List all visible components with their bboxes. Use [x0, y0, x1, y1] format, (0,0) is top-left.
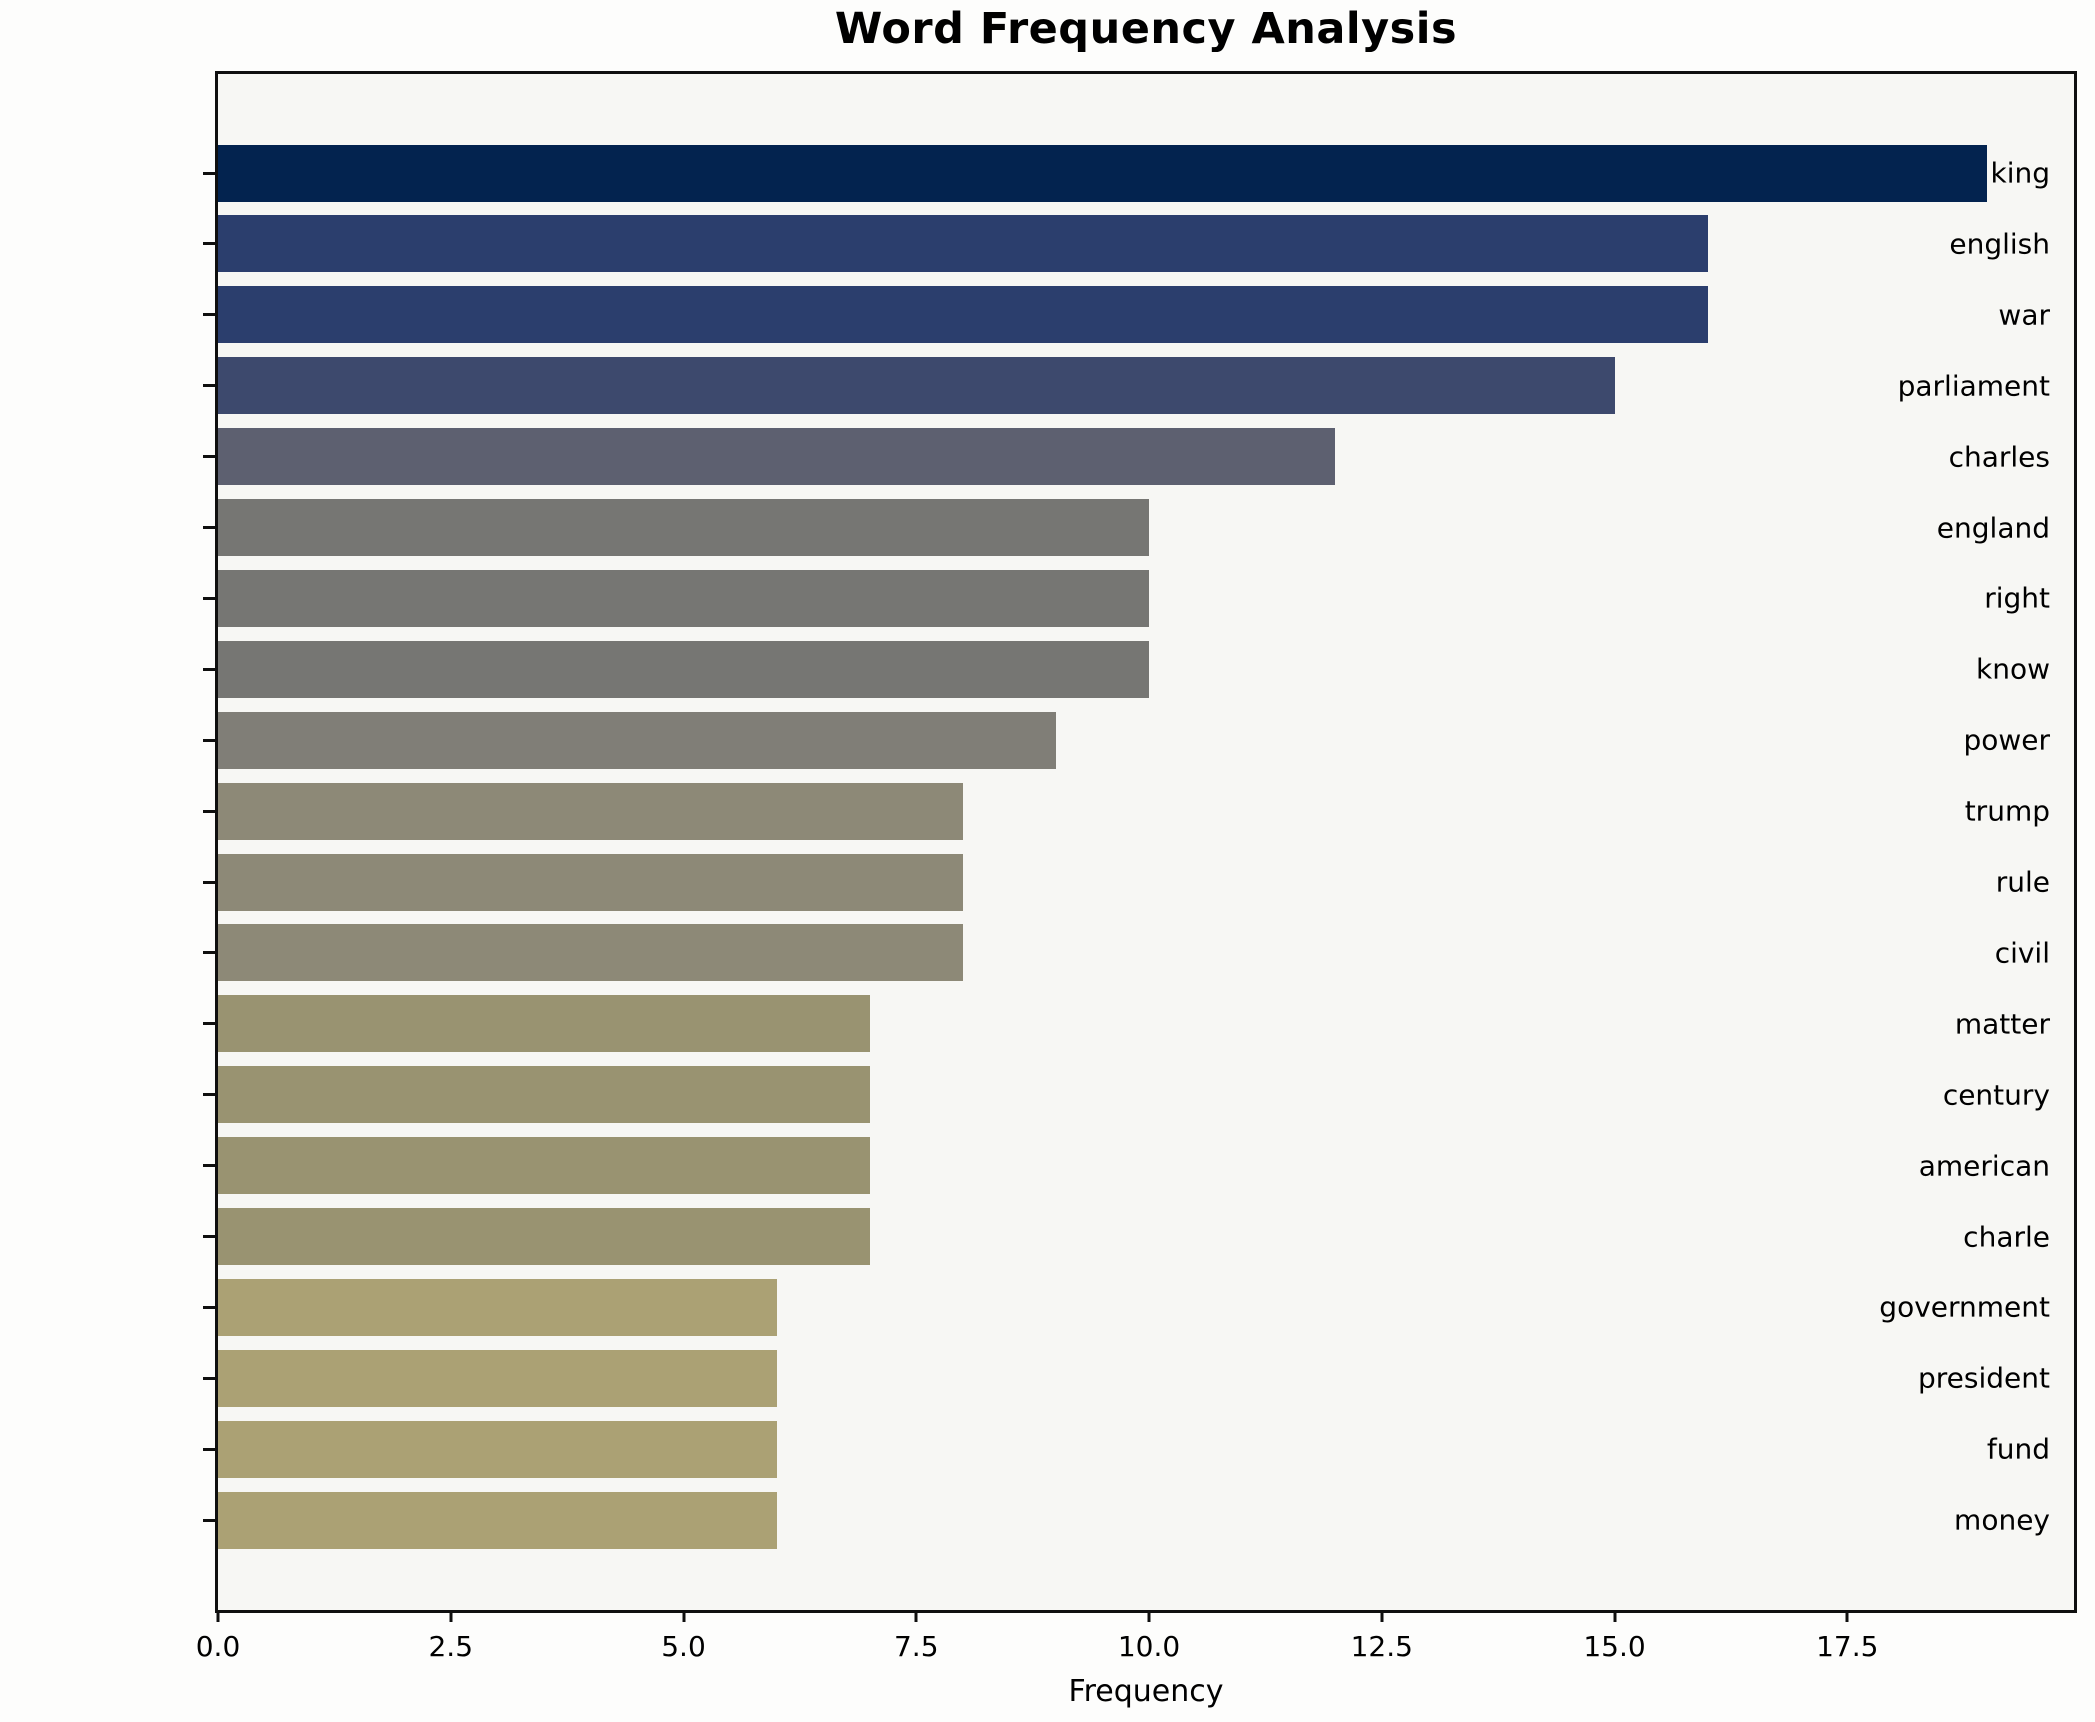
x-tick-mark	[1380, 1610, 1384, 1622]
y-tick-label: century	[1942, 1078, 2050, 1112]
bar	[218, 499, 1149, 556]
y-tick-label: king	[1990, 156, 2050, 190]
y-tick-mark	[203, 1235, 215, 1238]
y-tick-mark	[203, 596, 215, 600]
y-tick-label: government	[1879, 1290, 2050, 1324]
y-tick-mark	[203, 738, 215, 742]
x-tick-mark	[682, 1610, 685, 1622]
x-tick-mark	[449, 1610, 453, 1622]
y-tick-label: matter	[1954, 1007, 2050, 1041]
y-tick-mark	[203, 455, 215, 459]
y-tick-label: charle	[1963, 1220, 2050, 1253]
y-tick-label: england	[1936, 511, 2050, 544]
y-tick-label: parliament	[1897, 369, 2050, 403]
y-tick-label: charles	[1948, 440, 2050, 474]
bar	[218, 1491, 777, 1549]
bar	[218, 995, 870, 1053]
y-tick-label: fund	[1986, 1432, 2050, 1466]
bar	[218, 1349, 777, 1407]
y-tick-mark	[203, 1022, 215, 1026]
bar	[218, 569, 1149, 627]
y-tick-mark	[203, 809, 215, 813]
x-tick-label: 7.5	[893, 1630, 939, 1663]
y-tick-label: right	[1984, 581, 2050, 615]
y-tick-mark	[203, 1164, 215, 1168]
x-tick-mark	[1845, 1610, 1849, 1622]
y-tick-label: know	[1976, 652, 2050, 686]
y-tick-mark	[203, 1093, 215, 1097]
y-tick-mark	[203, 313, 215, 317]
bar	[218, 640, 1149, 698]
bar	[218, 1137, 870, 1195]
y-tick-mark	[203, 384, 215, 388]
bar	[218, 286, 1708, 344]
y-tick-mark	[203, 1447, 215, 1451]
bar	[218, 1066, 870, 1124]
x-tick-label: 17.5	[1816, 1630, 1879, 1663]
y-tick-mark	[203, 1518, 215, 1522]
plot-area: king english war parliament charles england ri…	[196, 71, 2077, 1663]
x-tick-mark	[1613, 1610, 1616, 1622]
x-tick-label: 12.5	[1350, 1630, 1413, 1663]
bar	[218, 428, 1336, 486]
bar	[218, 924, 963, 982]
y-tick-mark	[203, 1376, 215, 1380]
y-tick-mark	[203, 1305, 215, 1309]
x-tick-mark	[216, 1610, 220, 1622]
y-tick-mark	[203, 171, 215, 175]
x-axis-label: Frequency	[1068, 1674, 1224, 1709]
y-tick-label: trump	[1964, 794, 2050, 828]
y-tick-mark	[203, 951, 215, 955]
bar	[218, 1420, 777, 1478]
bar	[218, 1208, 870, 1265]
y-tick-label: american	[1918, 1149, 2050, 1183]
y-tick-label: civil	[1994, 936, 2050, 970]
bar	[218, 853, 963, 911]
x-tick-label: 0.0	[195, 1630, 241, 1663]
bar	[218, 1278, 777, 1336]
y-tick-label: power	[1963, 723, 2050, 757]
y-tick-label: rule	[1995, 865, 2050, 899]
x-tick-label: 15.0	[1583, 1630, 1646, 1663]
x-tick-label: 2.5	[428, 1630, 474, 1663]
x-tick-mark	[1147, 1610, 1151, 1622]
y-tick-mark	[203, 667, 215, 671]
y-tick-label: war	[1998, 298, 2050, 332]
y-tick-label: president	[1918, 1361, 2050, 1395]
chart-title: Word Frequency Analysis	[834, 4, 1458, 54]
bar	[218, 144, 1987, 202]
y-tick-mark	[203, 242, 215, 246]
y-tick-mark	[203, 880, 215, 884]
bar	[218, 215, 1708, 273]
y-tick-mark	[203, 526, 215, 529]
x-tick-label: 10.0	[1117, 1630, 1181, 1663]
x-tick-label: 5.0	[661, 1630, 706, 1663]
y-tick-label: money	[1954, 1503, 2050, 1537]
y-tick-label: english	[1949, 227, 2050, 261]
bar	[218, 782, 963, 840]
x-tick-mark	[914, 1610, 918, 1622]
bar	[218, 357, 1615, 415]
bar	[218, 711, 1056, 769]
